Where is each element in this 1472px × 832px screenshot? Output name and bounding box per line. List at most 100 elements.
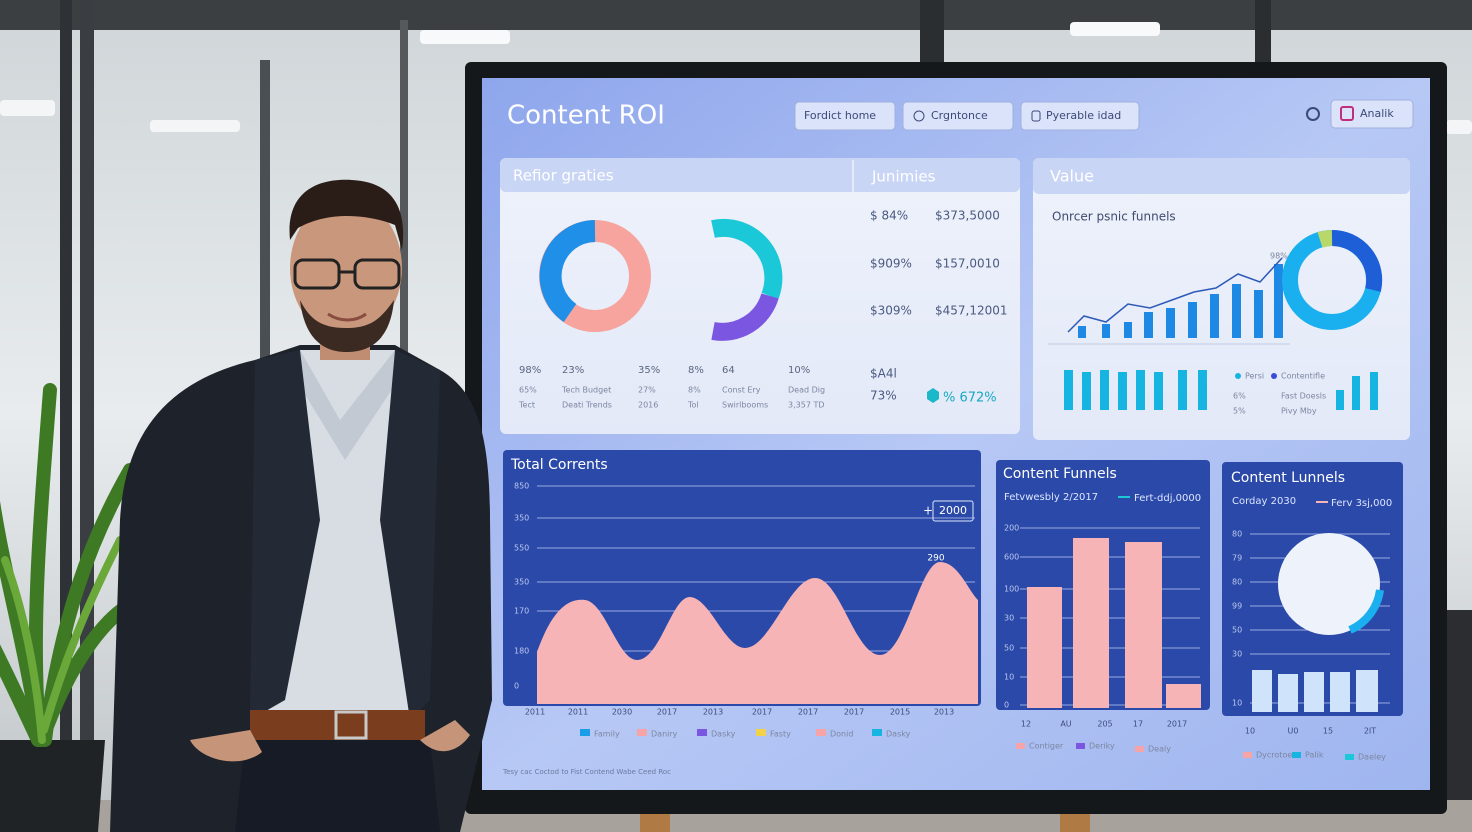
ceiling-beam	[0, 0, 1472, 30]
bar	[1124, 322, 1132, 338]
area-series	[537, 562, 978, 704]
stat-label: 2016	[638, 401, 658, 410]
bar	[1330, 672, 1350, 712]
window-frame	[60, 0, 72, 760]
stat-label: Swirlbooms	[722, 401, 768, 410]
filter-dropdown[interactable]: Crgntonce	[902, 101, 1014, 131]
dropdown-label[interactable]: Crgntonce	[931, 109, 988, 122]
panel-title: Content Funnels	[1003, 466, 1117, 482]
x-tick-label: 2017	[798, 708, 818, 717]
legend-label: Fasty	[770, 730, 791, 739]
legend-label: Daeley	[1358, 753, 1386, 762]
window-frame	[260, 60, 270, 360]
panel-title: Value	[1050, 167, 1094, 186]
panel-title: Content Lunnels	[1231, 470, 1345, 486]
ceiling-light	[1446, 120, 1472, 134]
panel-subtitle: Onrcer psnic funnels	[1052, 210, 1176, 224]
value-label: 6%	[1233, 392, 1246, 401]
lapels	[250, 350, 440, 720]
dropdown-box[interactable]	[1020, 101, 1140, 131]
x-tick-label: 2017	[752, 708, 772, 717]
window-frame	[400, 20, 408, 360]
x-tick-label: 15	[1323, 727, 1333, 736]
x-tick-label: 2017	[657, 708, 677, 717]
donut-labels: 98% 23% 35% 8% 64 10% 65% Tech Budget 27% 8% Const…	[518, 365, 825, 410]
y-tick-label: 350	[514, 514, 529, 523]
legend-label: Dealy	[1148, 745, 1171, 754]
stat-label: 8%	[688, 386, 701, 395]
peak-label: 290	[927, 554, 944, 564]
filter-dropdown[interactable]: Fordict home	[794, 101, 896, 131]
trousers	[235, 740, 440, 832]
y-tick-label: 850	[514, 482, 529, 491]
glasses	[353, 258, 401, 290]
account-label[interactable]: Analik	[1360, 107, 1394, 120]
bar	[1166, 684, 1201, 708]
donut-segment	[1331, 229, 1383, 292]
bar	[1254, 290, 1263, 338]
dropdown-label[interactable]: Pyerable idad	[1046, 109, 1121, 122]
stat-label: Const Ery	[722, 386, 761, 395]
bar	[1356, 670, 1378, 712]
dashboard-title: Content ROI	[507, 101, 665, 131]
stat-label: Dead Dig	[788, 386, 825, 395]
legend-swatch	[1345, 754, 1354, 760]
plant-leaves	[0, 383, 147, 747]
badge-plus: +	[923, 504, 933, 518]
stat-label: 35%	[638, 365, 660, 376]
y-tick-label: 0	[1004, 701, 1009, 710]
value-panel	[1033, 158, 1410, 440]
legend-swatch	[580, 729, 590, 736]
small-bars	[1064, 370, 1378, 410]
legend-label: Dasky	[886, 730, 911, 739]
y-tick-label: 170	[514, 607, 529, 616]
x-tick-label: 10	[1245, 727, 1255, 736]
badge-value: 2000	[939, 504, 967, 517]
value-label: 5%	[1233, 407, 1246, 416]
bar	[1198, 370, 1207, 410]
y-tick-label: 10	[1232, 699, 1242, 708]
dropdown-icon[interactable]	[913, 110, 925, 122]
screen-pole	[920, 0, 944, 66]
y-tick-label: 99	[1232, 602, 1242, 611]
legend-swatch	[872, 729, 882, 736]
bar	[1278, 674, 1298, 712]
x-tick-label: U0	[1288, 727, 1299, 736]
bar	[1136, 370, 1145, 410]
dropdown-box[interactable]	[902, 101, 1014, 131]
account-menu[interactable]: Analik	[1330, 99, 1414, 129]
y-tick-label: 180	[514, 647, 529, 656]
bar	[1370, 372, 1378, 410]
dropdown-icon[interactable]	[1031, 110, 1041, 122]
dropdown-box[interactable]	[794, 101, 896, 131]
value-labels: 98% Persi Contentifle 6% Fast Doesls 5% Pivy M…	[1233, 252, 1326, 416]
legend-label: Fert-ddj,0000	[1134, 493, 1201, 504]
legend-label: Dasky	[711, 730, 736, 739]
stat-label: 64	[722, 365, 735, 376]
filter-dropdown[interactable]: Pyerable idad	[1020, 101, 1140, 131]
account-icon[interactable]	[1340, 106, 1354, 121]
legend-dot	[1235, 373, 1241, 379]
panel-title: Refior graties	[513, 167, 614, 185]
overview-panel	[500, 158, 1020, 434]
bar	[1166, 308, 1175, 338]
x-tick-label: 2011	[525, 708, 545, 717]
settings-icon[interactable]	[1306, 107, 1320, 121]
bar	[1125, 542, 1162, 708]
value-bars	[1048, 257, 1290, 345]
plant	[0, 383, 147, 832]
beard	[300, 300, 394, 352]
stat-label: 10%	[788, 365, 810, 376]
legend-swatch	[1243, 752, 1252, 758]
x-tick-label: 2IT	[1364, 727, 1376, 736]
legend-label: Palik	[1305, 751, 1324, 760]
donut-segment	[711, 218, 783, 300]
dropdown-label[interactable]: Fordict home	[804, 109, 876, 122]
y-tick-label: 79	[1232, 554, 1242, 563]
summary-value: $309%	[870, 304, 912, 318]
legend-label: Donid	[830, 730, 853, 739]
legend-swatch	[1292, 752, 1301, 758]
stat-label: Tect	[518, 401, 535, 410]
